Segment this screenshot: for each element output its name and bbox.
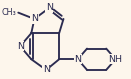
Text: CH₃: CH₃ <box>2 8 16 17</box>
Text: N: N <box>46 3 53 12</box>
Text: N: N <box>17 42 24 51</box>
Text: NH: NH <box>108 55 122 64</box>
Text: N: N <box>43 65 50 74</box>
Text: N: N <box>31 14 38 23</box>
Text: N: N <box>74 55 81 64</box>
